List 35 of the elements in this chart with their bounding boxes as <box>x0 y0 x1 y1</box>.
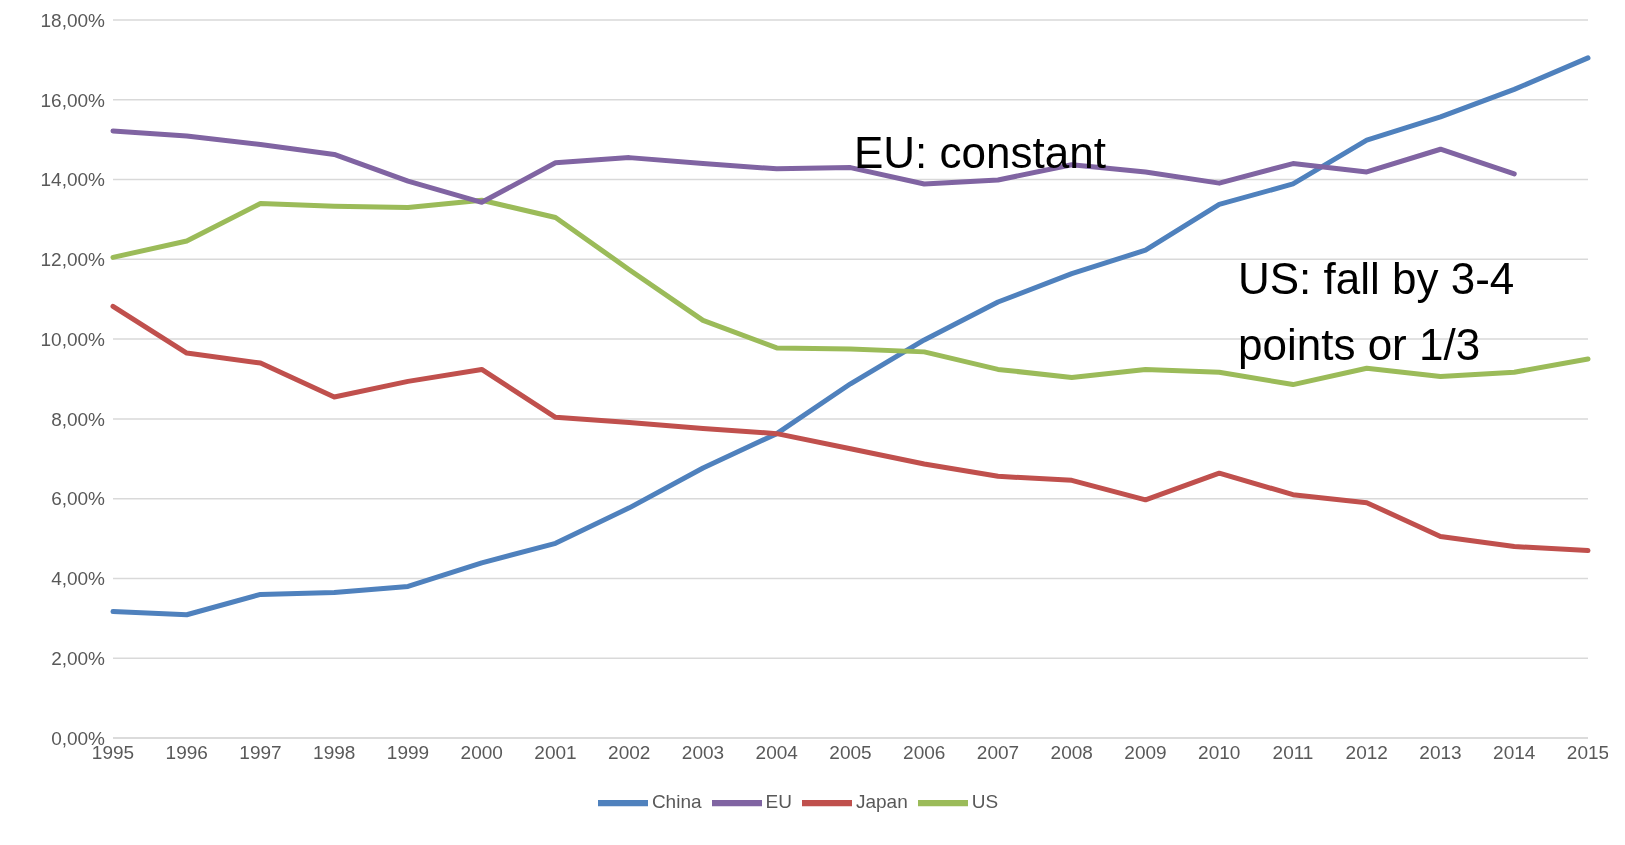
x-tick-label: 2001 <box>534 742 577 764</box>
x-tick-label: 2005 <box>829 742 872 764</box>
y-tick-label: 2,00% <box>51 647 106 669</box>
legend-label: China <box>651 791 702 813</box>
legend-label: Japan <box>855 791 908 813</box>
legend-label: US <box>971 791 999 813</box>
x-tick-label: 2003 <box>681 742 725 764</box>
x-tick-label: 2013 <box>1419 742 1462 764</box>
x-tick-label: 2014 <box>1493 742 1536 764</box>
y-tick-label: 12,00% <box>40 249 106 271</box>
x-tick-label: 2012 <box>1345 742 1388 764</box>
y-tick-label: 16,00% <box>40 89 106 111</box>
y-tick-label: 10,00% <box>40 328 106 350</box>
x-tick-label: 2007 <box>976 742 1020 764</box>
x-tick-label: 2002 <box>608 742 651 764</box>
y-tick-label: 4,00% <box>51 568 106 590</box>
x-tick-label: 2004 <box>755 742 799 764</box>
y-tick-label: 8,00% <box>51 408 106 430</box>
x-tick-label: 2009 <box>1124 742 1167 764</box>
x-tick-label: 1999 <box>386 742 430 764</box>
y-tick-label: 6,00% <box>51 488 106 510</box>
y-tick-label: 14,00% <box>40 169 106 191</box>
legend-label: EU <box>765 791 792 813</box>
annotation: EU: constant <box>854 127 1107 179</box>
x-tick-label: 2015 <box>1566 742 1610 764</box>
y-tick-label: 18,00% <box>40 9 106 31</box>
x-tick-label: 2008 <box>1050 742 1093 764</box>
x-tick-label: 1996 <box>165 742 208 764</box>
annotation: US: fall by 3-4 points or 1/3 <box>1238 253 1516 371</box>
x-tick-label: 2010 <box>1198 742 1241 764</box>
x-tick-label: 2000 <box>460 742 503 764</box>
x-tick-label: 1998 <box>313 742 356 764</box>
x-tick-label: 1997 <box>239 742 282 764</box>
x-tick-label: 2006 <box>903 742 946 764</box>
x-tick-label: 2011 <box>1272 742 1314 764</box>
